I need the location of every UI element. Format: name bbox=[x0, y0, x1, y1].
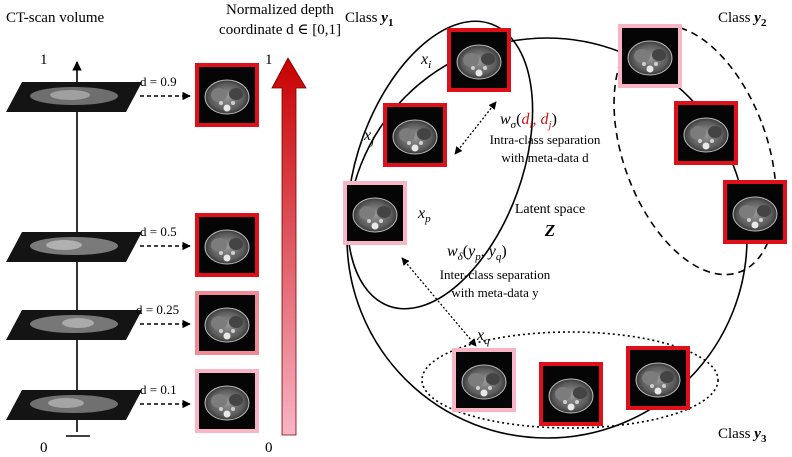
depth-bar-top-label: 1 bbox=[265, 52, 273, 68]
latent-image-xq bbox=[452, 348, 516, 412]
latent-space-label: Latent space bbox=[515, 202, 585, 217]
class-3-region bbox=[421, 331, 719, 429]
inter-class-caption-line1: Inter-class separation bbox=[440, 267, 551, 282]
ct-image-d025 bbox=[195, 291, 259, 355]
slice-label-d09: d = 0.9 bbox=[140, 74, 177, 89]
depth-bar-title-line2: coordinate d ∈ [0,1] bbox=[219, 22, 341, 38]
latent-image-class2-c bbox=[723, 180, 787, 244]
point-label-xj: xj bbox=[363, 127, 374, 147]
volume-slice-plane-d01 bbox=[6, 390, 142, 420]
intra-class-caption-line1: Intra-class separation bbox=[490, 132, 601, 147]
latent-image-class2-a bbox=[618, 24, 682, 88]
volume-slice-plane-d025 bbox=[6, 310, 142, 340]
point-label-xi: xi bbox=[420, 51, 431, 71]
volume-axis-top-label: 1 bbox=[40, 52, 48, 68]
class-1-label: Class y1 bbox=[345, 10, 393, 29]
point-label-xq: xq bbox=[476, 327, 490, 347]
latent-image-xp bbox=[343, 181, 407, 245]
latent-image-class2-b bbox=[674, 101, 738, 165]
inter-class-arrow bbox=[401, 257, 477, 347]
ct-image-d05 bbox=[195, 213, 259, 277]
latent-image-class3-b bbox=[539, 362, 603, 426]
inter-class-weight: wδ(yp, yq) bbox=[447, 243, 507, 263]
ct-image-d01 bbox=[195, 369, 259, 433]
latent-image-xj bbox=[383, 103, 447, 167]
point-label-xp: xp bbox=[417, 205, 431, 225]
ct-image-d09 bbox=[195, 63, 259, 127]
intra-class-weight: wσ(di, dj) bbox=[500, 111, 557, 131]
slice-label-d05: d = 0.5 bbox=[140, 224, 177, 239]
intra-class-arrow bbox=[454, 101, 497, 155]
class-1-region bbox=[346, 20, 534, 310]
volume-axis-bottom-label: 0 bbox=[40, 440, 48, 456]
slice-label-d025: d = 0.25 bbox=[136, 302, 179, 317]
class-3-label: Class y3 bbox=[718, 426, 767, 445]
ct-volume-title: CT-scan volume bbox=[6, 10, 105, 26]
depth-bar-title-line1: Normalized depth bbox=[226, 2, 334, 18]
latent-image-class3-c bbox=[626, 346, 690, 410]
inter-class-caption-line2: with meta-data y bbox=[451, 285, 539, 300]
latent-image-xi bbox=[447, 28, 511, 92]
depth-gradient-arrow bbox=[271, 57, 307, 436]
class-2-label: Class y2 bbox=[718, 10, 767, 29]
depth-bar-bottom-label: 0 bbox=[265, 440, 273, 456]
volume-slice-plane-d05 bbox=[6, 232, 142, 262]
volume-slice-plane-d09 bbox=[6, 82, 142, 112]
intra-class-caption-line2: with meta-data d bbox=[501, 150, 589, 165]
latent-space-symbol: Z bbox=[544, 221, 555, 240]
slice-label-d01: d = 0.1 bbox=[140, 382, 177, 397]
